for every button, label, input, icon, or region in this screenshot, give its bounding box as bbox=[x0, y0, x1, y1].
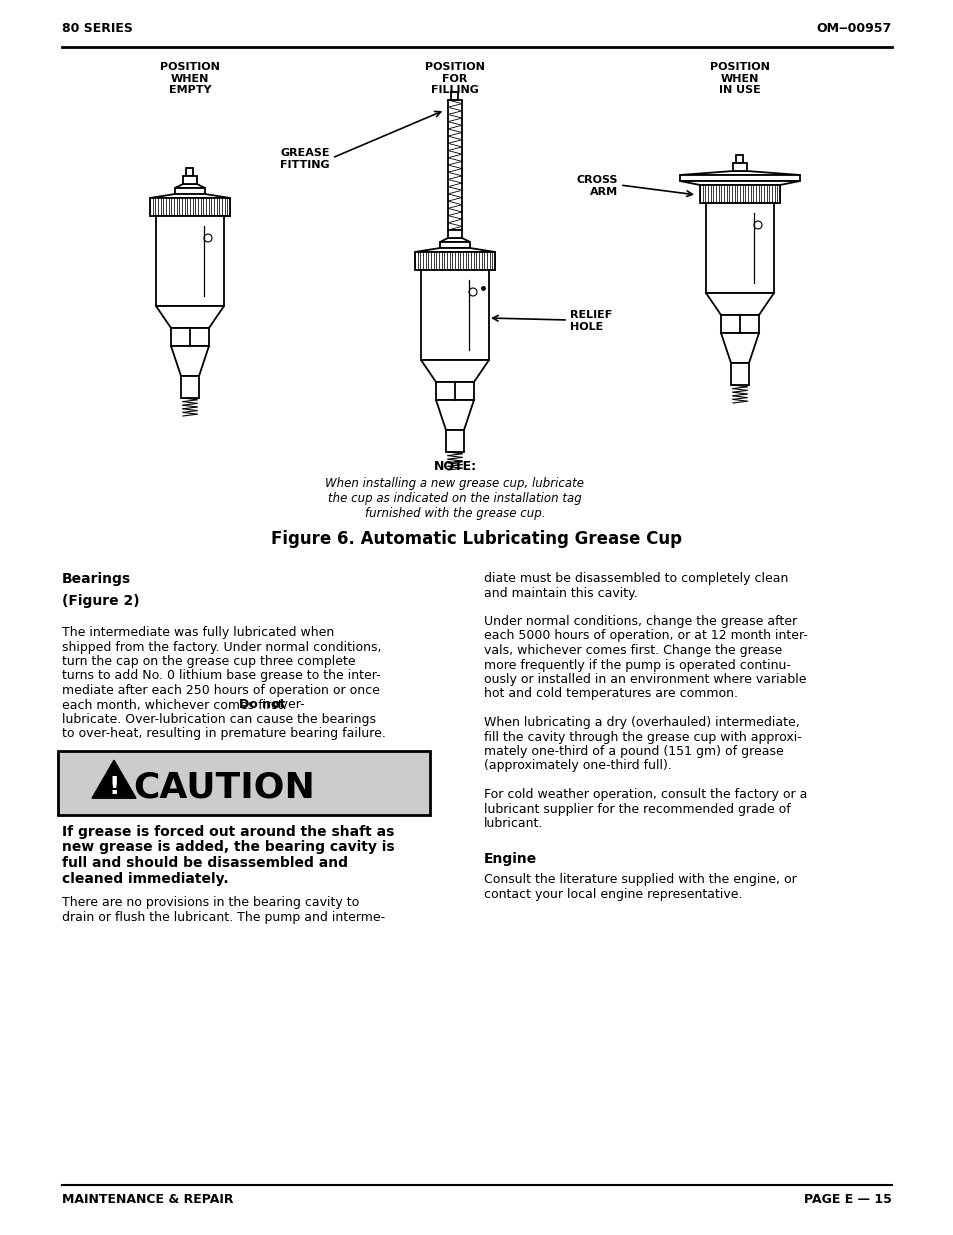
Polygon shape bbox=[171, 329, 209, 346]
Text: full and should be disassembled and: full and should be disassembled and bbox=[62, 856, 348, 869]
Text: (Figure 2): (Figure 2) bbox=[62, 594, 139, 608]
Polygon shape bbox=[730, 363, 748, 385]
Text: There are no provisions in the bearing cavity to: There are no provisions in the bearing c… bbox=[62, 897, 359, 909]
Text: turns to add No. 0 lithium base grease to the inter-: turns to add No. 0 lithium base grease t… bbox=[62, 669, 380, 683]
Polygon shape bbox=[679, 182, 800, 185]
Text: Under normal conditions, change the grease after: Under normal conditions, change the grea… bbox=[483, 615, 797, 629]
Text: hot and cold temperatures are common.: hot and cold temperatures are common. bbox=[483, 688, 738, 700]
Text: drain or flush the lubricant. The pump and interme-: drain or flush the lubricant. The pump a… bbox=[62, 910, 385, 924]
Text: contact your local engine representative.: contact your local engine representative… bbox=[483, 888, 741, 902]
Text: mediate after each 250 hours of operation or once: mediate after each 250 hours of operatio… bbox=[62, 684, 379, 697]
Polygon shape bbox=[446, 430, 463, 452]
Polygon shape bbox=[150, 198, 230, 216]
Text: and maintain this cavity.: and maintain this cavity. bbox=[483, 587, 638, 599]
Text: !: ! bbox=[109, 776, 119, 799]
Text: When lubricating a dry (overhauled) intermediate,: When lubricating a dry (overhauled) inte… bbox=[483, 716, 799, 729]
Text: mately one-third of a pound (151 gm) of grease: mately one-third of a pound (151 gm) of … bbox=[483, 745, 783, 758]
Text: PAGE E — 15: PAGE E — 15 bbox=[803, 1193, 891, 1207]
Polygon shape bbox=[183, 177, 196, 184]
Text: to over-heat, resulting in premature bearing failure.: to over-heat, resulting in premature bea… bbox=[62, 727, 385, 741]
Polygon shape bbox=[705, 293, 773, 315]
Polygon shape bbox=[150, 194, 230, 198]
Polygon shape bbox=[448, 100, 461, 230]
Polygon shape bbox=[679, 170, 800, 175]
Polygon shape bbox=[156, 216, 224, 306]
Text: NOTE:: NOTE: bbox=[433, 459, 476, 473]
Polygon shape bbox=[156, 306, 224, 329]
Text: lubricant.: lubricant. bbox=[483, 818, 543, 830]
Polygon shape bbox=[679, 175, 800, 182]
Polygon shape bbox=[436, 400, 474, 430]
Text: The intermediate was fully lubricated when: The intermediate was fully lubricated wh… bbox=[62, 626, 334, 638]
Text: more frequently if the pump is operated continu-: more frequently if the pump is operated … bbox=[483, 658, 790, 672]
Text: diate must be disassembled to completely clean: diate must be disassembled to completely… bbox=[483, 572, 787, 585]
Text: Do not: Do not bbox=[238, 699, 285, 711]
Polygon shape bbox=[720, 333, 759, 363]
Polygon shape bbox=[91, 761, 136, 798]
Polygon shape bbox=[186, 168, 193, 177]
Text: POSITION
WHEN
EMPTY: POSITION WHEN EMPTY bbox=[160, 62, 220, 95]
Polygon shape bbox=[700, 185, 780, 203]
Text: fill the cavity through the grease cup with approxi-: fill the cavity through the grease cup w… bbox=[483, 730, 801, 743]
Text: 80 SERIES: 80 SERIES bbox=[62, 22, 132, 35]
Text: cleaned immediately.: cleaned immediately. bbox=[62, 872, 229, 885]
Text: Engine: Engine bbox=[483, 851, 537, 866]
Text: GREASE
FITTING: GREASE FITTING bbox=[280, 148, 330, 169]
Text: shipped from the factory. Under normal conditions,: shipped from the factory. Under normal c… bbox=[62, 641, 381, 653]
Text: Bearings: Bearings bbox=[62, 572, 131, 585]
Text: Consult the literature supplied with the engine, or: Consult the literature supplied with the… bbox=[483, 873, 796, 887]
Text: lubricant supplier for the recommended grade of: lubricant supplier for the recommended g… bbox=[483, 803, 790, 815]
Text: lubricate. Over-lubrication can cause the bearings: lubricate. Over-lubrication can cause th… bbox=[62, 713, 375, 726]
Polygon shape bbox=[448, 230, 461, 238]
Text: over-: over- bbox=[269, 699, 304, 711]
Polygon shape bbox=[439, 238, 470, 242]
Polygon shape bbox=[732, 163, 746, 170]
Text: each 5000 hours of operation, or at 12 month inter-: each 5000 hours of operation, or at 12 m… bbox=[483, 630, 807, 642]
Text: ously or installed in an environment where variable: ously or installed in an environment whe… bbox=[483, 673, 805, 685]
Polygon shape bbox=[181, 375, 199, 398]
Text: new grease is added, the bearing cavity is: new grease is added, the bearing cavity … bbox=[62, 841, 395, 855]
Text: CAUTION: CAUTION bbox=[132, 769, 314, 804]
Text: POSITION
FOR
FILLING: POSITION FOR FILLING bbox=[425, 62, 484, 95]
Text: When installing a new grease cup, lubricate
the cup as indicated on the installa: When installing a new grease cup, lubric… bbox=[325, 477, 584, 520]
Text: RELIEF
HOLE: RELIEF HOLE bbox=[569, 310, 612, 332]
Polygon shape bbox=[171, 346, 209, 375]
Polygon shape bbox=[451, 91, 458, 100]
Text: CROSS
ARM: CROSS ARM bbox=[576, 175, 618, 196]
Polygon shape bbox=[439, 242, 470, 248]
Polygon shape bbox=[705, 203, 773, 293]
Text: vals, whichever comes first. Change the grease: vals, whichever comes first. Change the … bbox=[483, 643, 781, 657]
Polygon shape bbox=[720, 315, 759, 333]
Polygon shape bbox=[415, 248, 495, 252]
Polygon shape bbox=[58, 751, 430, 815]
Polygon shape bbox=[174, 188, 205, 194]
Text: MAINTENANCE & REPAIR: MAINTENANCE & REPAIR bbox=[62, 1193, 233, 1207]
Text: (approximately one-third full).: (approximately one-third full). bbox=[483, 760, 671, 773]
Polygon shape bbox=[420, 359, 489, 382]
Text: turn the cap on the grease cup three complete: turn the cap on the grease cup three com… bbox=[62, 655, 355, 668]
Polygon shape bbox=[436, 382, 474, 400]
Text: each month, whichever comes first.: each month, whichever comes first. bbox=[62, 699, 291, 711]
Polygon shape bbox=[736, 156, 742, 163]
Polygon shape bbox=[174, 184, 205, 188]
Polygon shape bbox=[420, 270, 489, 359]
Text: For cold weather operation, consult the factory or a: For cold weather operation, consult the … bbox=[483, 788, 806, 802]
Text: Figure 6. Automatic Lubricating Grease Cup: Figure 6. Automatic Lubricating Grease C… bbox=[272, 530, 681, 548]
Text: If grease is forced out around the shaft as: If grease is forced out around the shaft… bbox=[62, 825, 394, 839]
Polygon shape bbox=[415, 252, 495, 270]
Text: OM‒00957: OM‒00957 bbox=[816, 22, 891, 35]
Text: POSITION
WHEN
IN USE: POSITION WHEN IN USE bbox=[709, 62, 769, 95]
